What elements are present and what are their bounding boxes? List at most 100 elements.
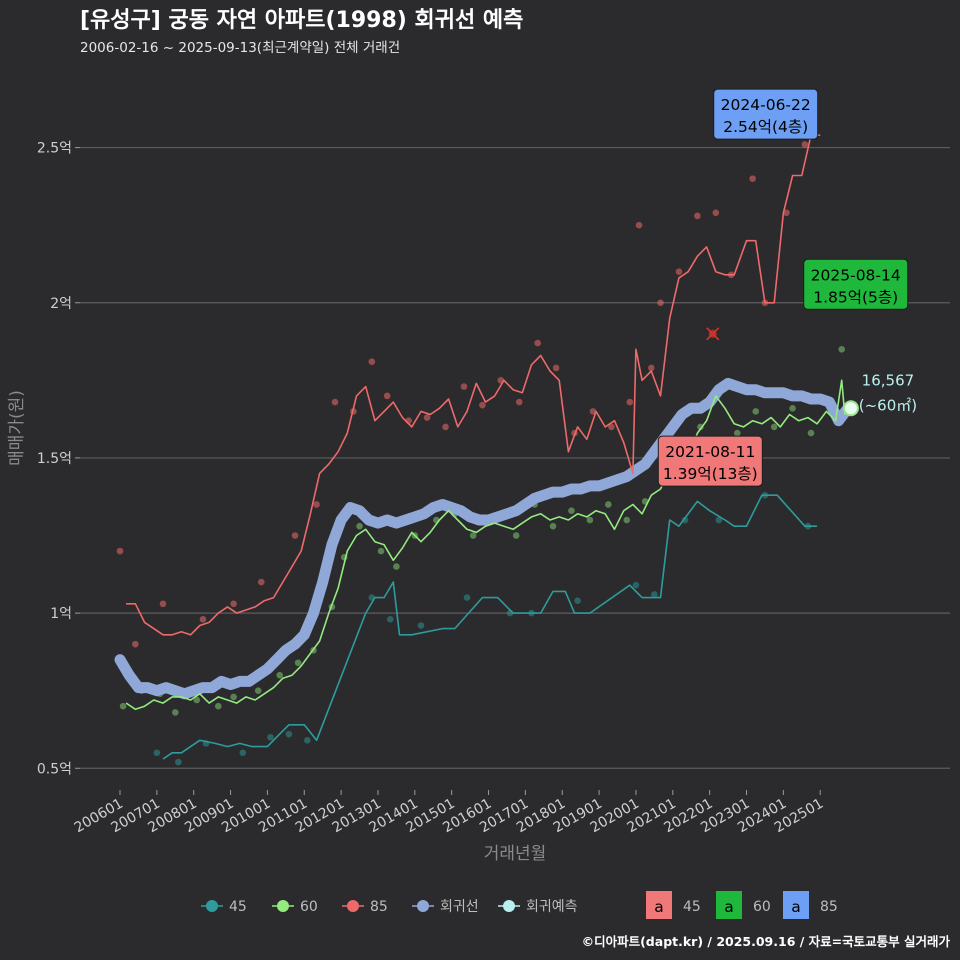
data-point [469, 532, 477, 539]
data-point [712, 209, 720, 217]
data-point [254, 687, 262, 694]
legend-item: 45 [201, 899, 247, 915]
data-point [230, 600, 237, 608]
data-point [681, 516, 689, 524]
legend-label: 45 [683, 899, 701, 915]
legend-label: 회귀예측 [526, 899, 578, 915]
y-tick-label: 1억 [50, 606, 72, 622]
point-line-icon [277, 900, 289, 912]
data-point [770, 423, 778, 431]
legend: 45 60 85 회귀선 회귀예측 a 45 a 60 a 85 [201, 891, 838, 919]
series-60-line [125, 379, 846, 711]
legend-label: 회귀선 [440, 899, 479, 915]
point-line-icon [347, 900, 359, 912]
point-line-icon [503, 900, 515, 912]
legend-swatch-glyph: a [724, 898, 734, 916]
y-axis-title: 매매가(원) [7, 390, 27, 466]
point-line-icon [417, 900, 429, 912]
legend-label: 45 [229, 899, 247, 915]
y-axis-ticks: 0.5억 1억 1.5억 2억 2.5억 [37, 141, 80, 777]
data-point [552, 364, 560, 372]
data-point [239, 749, 247, 757]
data-point [512, 532, 520, 539]
legend-item: 회귀예측 [498, 899, 578, 915]
legend-swatch [716, 891, 742, 919]
prediction-value: 16,567 [862, 371, 915, 389]
data-point [657, 299, 664, 307]
data-point [313, 501, 320, 508]
outlier-marker [706, 327, 720, 341]
annotation-label: 2024-06-22 2.54억(4층) [713, 88, 819, 140]
data-point [276, 671, 283, 679]
annotation-date: 2021-08-11 [665, 443, 755, 461]
legend-swatch [646, 891, 672, 919]
annotation-date: 2024-06-22 [721, 96, 811, 114]
data-point [752, 408, 760, 415]
x-axis-title: 거래년월 [484, 844, 547, 864]
annotation-price: 1.39억(13층) [663, 465, 758, 483]
data-point [193, 696, 201, 704]
data-point [749, 175, 756, 182]
legend-swatch-glyph: a [654, 898, 664, 916]
y-tick-label: 2.5억 [37, 141, 72, 157]
data-point [159, 600, 167, 608]
data-point [132, 640, 139, 648]
data-point [589, 408, 597, 415]
data-point [171, 709, 179, 716]
data-point [331, 398, 339, 406]
legend-label: 60 [753, 899, 771, 915]
y-tick-label: 1.5억 [37, 451, 72, 467]
annotation-date: 2025-08-14 [811, 266, 901, 284]
data-point [116, 547, 124, 555]
data-point [291, 532, 299, 539]
series-45-points [153, 491, 812, 766]
data-point [230, 693, 237, 701]
legend-label-box: a 85 [783, 891, 838, 919]
data-point [356, 522, 363, 530]
annotation-label: 2025-08-14 1.85억(5층) [803, 258, 909, 310]
legend-item: 85 [342, 899, 388, 915]
series-85-points [116, 131, 809, 648]
chart-caption: ©디아파트(dapt.kr) / 2025.09.16 / 자료=국토교통부 실… [582, 934, 951, 949]
data-point [838, 346, 846, 353]
data-point [368, 358, 376, 366]
data-point [783, 209, 790, 217]
data-point [294, 659, 302, 667]
data-point [304, 737, 311, 744]
series-85-line [126, 134, 821, 636]
data-point [635, 221, 643, 229]
legend-label: 85 [370, 899, 388, 915]
data-point [733, 429, 741, 437]
data-point [267, 733, 274, 741]
data-point [807, 429, 815, 437]
data-point [623, 516, 631, 524]
data-point [515, 398, 523, 406]
annotation-price: 2.54억(4층) [723, 118, 808, 136]
data-point [460, 383, 468, 390]
data-point [534, 339, 541, 347]
data-point [789, 404, 796, 412]
data-point [715, 516, 723, 524]
legend-label: 60 [300, 899, 318, 915]
data-point [257, 578, 265, 586]
point-line-icon [206, 900, 218, 912]
legend-swatch-glyph: a [791, 898, 801, 916]
series-45-line [162, 494, 818, 760]
legend-item: 회귀선 [412, 899, 479, 915]
annotation-label: 2021-08-11 1.39억(13층) [657, 435, 763, 487]
data-point [694, 212, 701, 220]
y-tick-label: 2억 [50, 296, 72, 312]
data-point [153, 749, 161, 757]
data-point [648, 364, 655, 372]
data-point [175, 758, 182, 766]
legend-swatch [783, 891, 809, 919]
data-point [442, 423, 449, 431]
data-point [377, 547, 385, 555]
data-point [417, 622, 425, 629]
chart-title: [유성구] 궁동 자연 아파트(1998) 회귀선 예측 [80, 8, 523, 33]
y-tick-label: 0.5억 [37, 761, 72, 777]
legend-item: 60 [272, 899, 318, 915]
data-point [383, 392, 391, 400]
prediction-area: (~60㎡) [859, 396, 917, 414]
